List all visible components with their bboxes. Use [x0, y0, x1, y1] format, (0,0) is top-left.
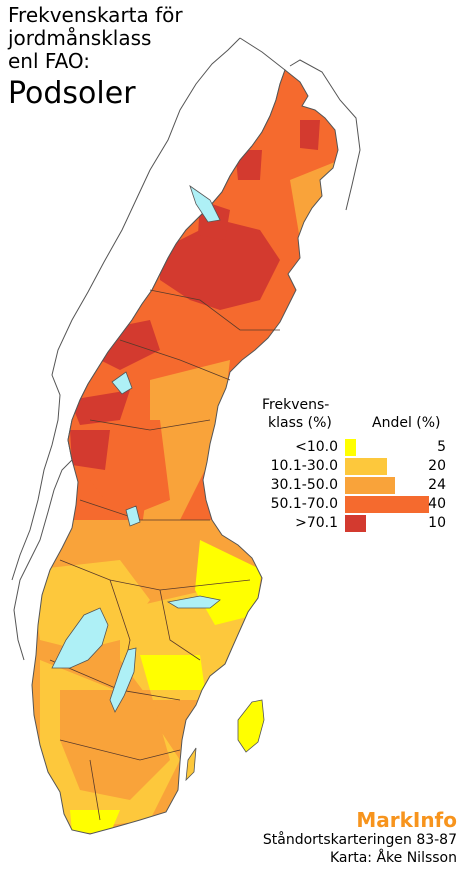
legend-class-label: >70.1 [295, 515, 338, 531]
zone-over-70-g [70, 430, 110, 470]
legend-class-label: 10.1-30.0 [270, 458, 338, 474]
legend-share-value: 5 [437, 439, 446, 455]
zone-over-70-c [235, 150, 262, 180]
legend-class-header-2: klass (%) [268, 415, 332, 431]
legend-share-value: 10 [428, 515, 446, 531]
author-text: Karta: Åke Nilsson [329, 850, 457, 866]
title-line-2: jordmånsklass [8, 26, 152, 50]
zone-30-50-inner [60, 690, 170, 800]
zone-50-70-central [90, 420, 170, 520]
legend-share-value: 20 [428, 458, 446, 474]
source-text: Ståndortskarteringen 83-87 [262, 832, 457, 848]
legend-share-value: 40 [428, 496, 446, 512]
oland [185, 747, 197, 782]
zone-under-10-tip [70, 810, 120, 834]
brand-logo: MarkInfo [356, 808, 457, 832]
zone-over-70-north [160, 220, 280, 310]
legend-bar [345, 496, 429, 513]
title-main: Podsoler [8, 76, 136, 111]
map-title: Frekvenskarta för jordmånsklass enl FAO:… [8, 4, 183, 111]
lake-north [189, 184, 221, 223]
zone-under-10-south [140, 655, 205, 690]
title-line-3: enl FAO: [8, 49, 91, 73]
legend-class-header-1: Frekvens- [262, 397, 330, 413]
lake-malaren [166, 595, 221, 609]
legend-bar [345, 515, 366, 532]
legend-class-label: 30.1-50.0 [270, 477, 338, 493]
zone-over-70-d [300, 120, 320, 150]
legend-share-value: 24 [428, 477, 446, 493]
lake-vanern [51, 607, 109, 669]
lake-vattern [109, 647, 137, 713]
legend-class-label: <10.0 [295, 439, 338, 455]
legend-share-header: Andel (%) [372, 415, 441, 431]
legend-bar [345, 477, 396, 494]
norway-coast [11, 37, 241, 581]
lake-storsjon [111, 371, 133, 395]
legend-class-label: 50.1-70.0 [270, 496, 338, 512]
gotland [237, 699, 265, 753]
legend-bar [345, 458, 387, 475]
zone-over-70-f [70, 390, 130, 425]
lake-central [125, 505, 141, 527]
legend-bar [345, 439, 356, 456]
lakes [51, 184, 221, 713]
title-line-1: Frekvenskarta för [8, 3, 183, 27]
